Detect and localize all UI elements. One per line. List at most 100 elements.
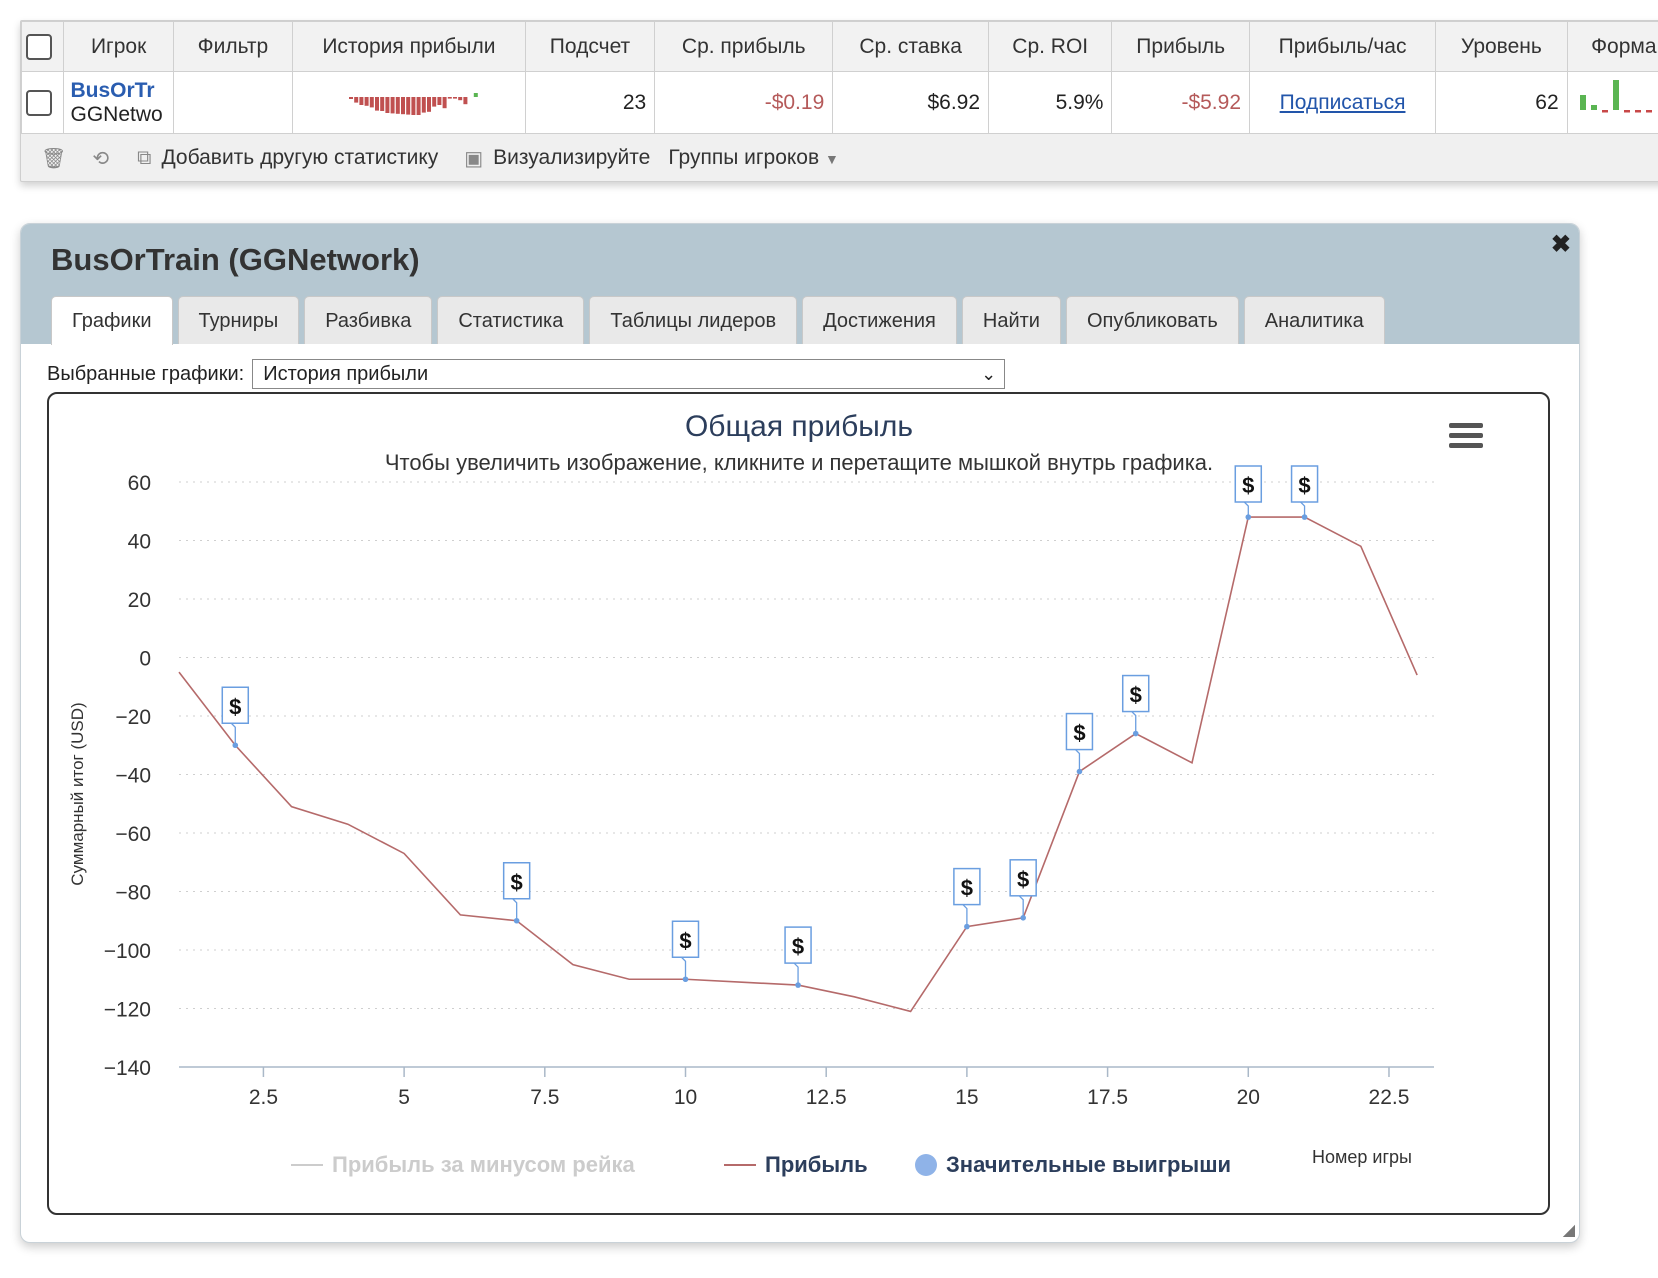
- tab-analytics[interactable]: Аналитика: [1243, 296, 1385, 344]
- chart-select[interactable]: История прибыли ⌄: [252, 359, 1006, 389]
- flag-stem: [230, 722, 236, 746]
- x-tick-label: 20: [1237, 1086, 1260, 1109]
- form-cell: [1566, 71, 1658, 134]
- big-win-flag[interactable]: $: [1121, 674, 1150, 737]
- big-win-point: [1245, 514, 1252, 520]
- close-icon[interactable]: ✖: [1550, 231, 1571, 258]
- select-all-cell[interactable]: [20, 21, 65, 72]
- tab-breakdown[interactable]: Разбивка: [304, 296, 433, 344]
- column-header[interactable]: Прибыль: [1111, 21, 1250, 72]
- flag-stem: [793, 962, 799, 986]
- add-stat-button[interactable]: Добавить другую статистику: [161, 146, 439, 169]
- tab-leaderboards[interactable]: Таблицы лидеров: [589, 296, 798, 344]
- column-header[interactable]: Уровень: [1435, 21, 1568, 72]
- flag-box: [221, 686, 250, 724]
- big-win-flag[interactable]: $: [502, 862, 531, 924]
- tab-achievements[interactable]: Достижения: [802, 296, 957, 344]
- row-select-cell[interactable]: [20, 71, 65, 134]
- column-header[interactable]: Ср. ROI: [988, 21, 1113, 72]
- chart-container[interactable]: Общая прибыль Чтобы увеличить изображени…: [47, 392, 1550, 1215]
- chart-legend: Прибыль за минусом рейка Прибыль Значите…: [291, 1152, 1231, 1177]
- row-checkbox[interactable]: [26, 89, 52, 116]
- tab-publish[interactable]: Опубликовать: [1065, 296, 1239, 344]
- flag-box: [671, 920, 700, 958]
- refresh-icon[interactable]: ⟲: [92, 147, 110, 170]
- profit-chart[interactable]: Общая прибыль Чтобы увеличить изображени…: [49, 394, 1548, 1213]
- form-bar: [1645, 109, 1652, 112]
- column-header[interactable]: Подсчет: [524, 21, 656, 72]
- profit-sparkline: [348, 86, 489, 115]
- trash-icon[interactable]: 🗑: [41, 147, 67, 170]
- flag-stem: [1243, 501, 1249, 518]
- y-tick-label: 20: [128, 589, 151, 612]
- stats-toolbar: 🗑 ⟲ ⧉ Добавить другую статистику ▣ Визуа…: [21, 134, 1658, 182]
- player-name-link[interactable]: BusOrTr: [70, 78, 155, 102]
- flag-stem: [1131, 711, 1137, 734]
- flag-stem: [1018, 895, 1024, 918]
- y-tick-label: −40: [115, 765, 151, 788]
- flag-box: [1121, 674, 1150, 713]
- tab-tournaments[interactable]: Турниры: [177, 296, 300, 344]
- big-win-flag[interactable]: $: [671, 920, 700, 983]
- column-header[interactable]: История прибыли: [292, 21, 526, 72]
- flag-box: [1065, 712, 1094, 751]
- table-row: BusOrTr GGNetwo 23 -$0.19 $6.92 5.9% -$5…: [20, 71, 1658, 134]
- flag-label: $: [679, 928, 691, 953]
- big-win-flag[interactable]: $: [1234, 465, 1263, 520]
- tab-charts[interactable]: Графики: [51, 296, 173, 345]
- select-all-checkbox[interactable]: [26, 33, 52, 60]
- flag-label: $: [1017, 867, 1029, 892]
- sparkline-bar: [426, 96, 431, 112]
- legend-item-rake[interactable]: Прибыль за минусом рейка: [332, 1152, 636, 1177]
- sparkline-bar: [473, 92, 478, 97]
- legend-item-big-wins[interactable]: Значительные выигрыши: [946, 1152, 1231, 1177]
- caret-down-icon: ▼: [824, 151, 839, 167]
- subscribe-link[interactable]: Подписаться: [1279, 90, 1406, 114]
- player-groups-label: Группы игроков: [668, 146, 820, 169]
- sparkline-bar: [442, 96, 447, 108]
- big-win-flag[interactable]: $: [1290, 465, 1319, 520]
- flag-box: [1009, 859, 1037, 897]
- flag-stem: [1300, 501, 1306, 518]
- x-tick-label: 22.5: [1369, 1086, 1410, 1109]
- image-icon[interactable]: ▣: [464, 147, 484, 170]
- flag-stem: [681, 956, 687, 980]
- big-win-point: [795, 982, 801, 988]
- add-stat-icon[interactable]: ⧉: [137, 146, 152, 169]
- sparkline-bar: [463, 96, 468, 104]
- column-header[interactable]: Фильтр: [172, 21, 294, 72]
- column-header[interactable]: Ср. ставка: [832, 21, 990, 72]
- big-win-point: [1301, 514, 1308, 520]
- big-win-flag[interactable]: $: [1065, 712, 1094, 775]
- tab-find[interactable]: Найти: [961, 296, 1061, 344]
- big-wins-markers: $ $ $ $ $ $ $ $ $ $: [221, 465, 1319, 988]
- sparkline-bar: [432, 96, 437, 107]
- column-header[interactable]: Прибыль/час: [1248, 21, 1437, 72]
- big-win-point: [1076, 768, 1083, 775]
- sparkline-bar: [380, 96, 385, 111]
- y-tick-label: −60: [115, 823, 151, 846]
- flag-box: [1234, 465, 1263, 503]
- big-win-flag[interactable]: $: [953, 867, 981, 930]
- column-header[interactable]: Игрок: [63, 21, 174, 72]
- big-win-flag[interactable]: $: [221, 686, 250, 749]
- tab-statistics[interactable]: Статистика: [437, 296, 585, 344]
- column-header[interactable]: Ср. прибыль: [654, 21, 834, 72]
- visualize-button[interactable]: Визуализируйте: [493, 146, 651, 169]
- flag-box: [1290, 465, 1319, 503]
- player-groups-dropdown[interactable]: Группы игроков ▼: [668, 146, 839, 170]
- resize-handle-icon[interactable]: ◢: [1562, 1222, 1575, 1239]
- column-header[interactable]: Форма: [1566, 21, 1658, 72]
- player-dialog: BusOrTrain (GGNetwork) ✖ Графики Турниры…: [20, 223, 1580, 1243]
- avg-stake-value: $6.92: [832, 71, 990, 134]
- profit-history-cell[interactable]: [292, 71, 526, 134]
- chart-ticks: 60 40 20 0 −20 −40 −60 −80 −100 −120 −140 2.5 5 7.5 10…: [104, 472, 1434, 1109]
- chart-menu-icon[interactable]: [1449, 423, 1483, 448]
- form-bar: [1579, 94, 1586, 110]
- flag-label: $: [1130, 683, 1142, 708]
- big-win-flag[interactable]: $: [1009, 859, 1037, 921]
- x-axis-label: Номер игры: [1312, 1147, 1412, 1167]
- y-axis-label: Суммарный итог (USD): [68, 702, 87, 885]
- legend-item-profit[interactable]: Прибыль: [765, 1152, 868, 1177]
- big-win-flag[interactable]: $: [784, 926, 812, 988]
